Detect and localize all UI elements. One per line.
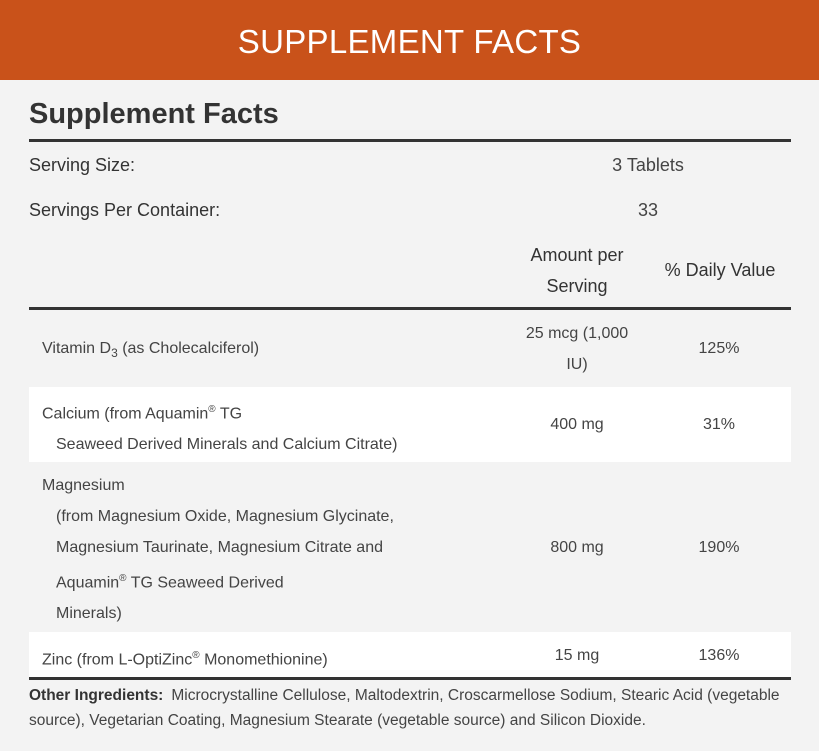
nutrient-name: Magnesium (from Magnesium Oxide, Magnesi…	[42, 477, 394, 623]
serving-size-label: Serving Size:	[29, 155, 136, 175]
table-row: Zinc (from L-OptiZinc® Monomethionine) 1…	[29, 632, 791, 678]
other-ingredients-text: Microcrystalline Cellulose, Maltodextrin…	[29, 687, 780, 729]
banner-title: SUPPLEMENT FACTS	[0, 0, 819, 80]
amount-header-line: Amount per	[530, 245, 624, 265]
amount-header-line: Serving	[546, 276, 608, 296]
table-row: Calcium (from Aquamin® TG Seaweed Derive…	[29, 387, 791, 462]
amount-header: Amount per Serving	[507, 240, 647, 302]
table-row: Vitamin D3 (as Cholecalciferol) 25 mcg (…	[29, 310, 791, 387]
daily-value: 190%	[698, 539, 740, 556]
other-ingredients-label: Other Ingredients:	[29, 687, 164, 704]
other-ingredients: Other Ingredients: Microcrystalline Cellu…	[29, 683, 799, 733]
table-row: Magnesium (from Magnesium Oxide, Magnesi…	[29, 462, 791, 632]
daily-value: 125%	[698, 340, 740, 357]
daily-value: 31%	[702, 416, 736, 433]
amount: 25 mcg (1,000 IU)	[525, 325, 629, 373]
nutrient-name: Calcium (from Aquamin® TG Seaweed Derive…	[42, 404, 398, 454]
daily-value-header: % Daily Value	[664, 260, 776, 280]
servings-label: Servings Per Container:	[29, 200, 221, 220]
divider	[29, 139, 791, 142]
daily-value: 136%	[698, 647, 740, 664]
divider	[29, 677, 791, 680]
nutrient-name: Zinc (from L-OptiZinc® Monomethionine)	[42, 650, 328, 669]
amount: 400 mg	[550, 416, 604, 433]
amount: 800 mg	[550, 539, 604, 556]
servings-value: 33	[637, 200, 659, 220]
nutrient-name: Vitamin D3 (as Cholecalciferol)	[42, 340, 260, 361]
panel-title: Supplement Facts	[29, 98, 279, 130]
serving-size-value: 3 Tablets	[612, 155, 684, 175]
divider	[29, 307, 791, 310]
amount: 15 mg	[554, 647, 600, 664]
